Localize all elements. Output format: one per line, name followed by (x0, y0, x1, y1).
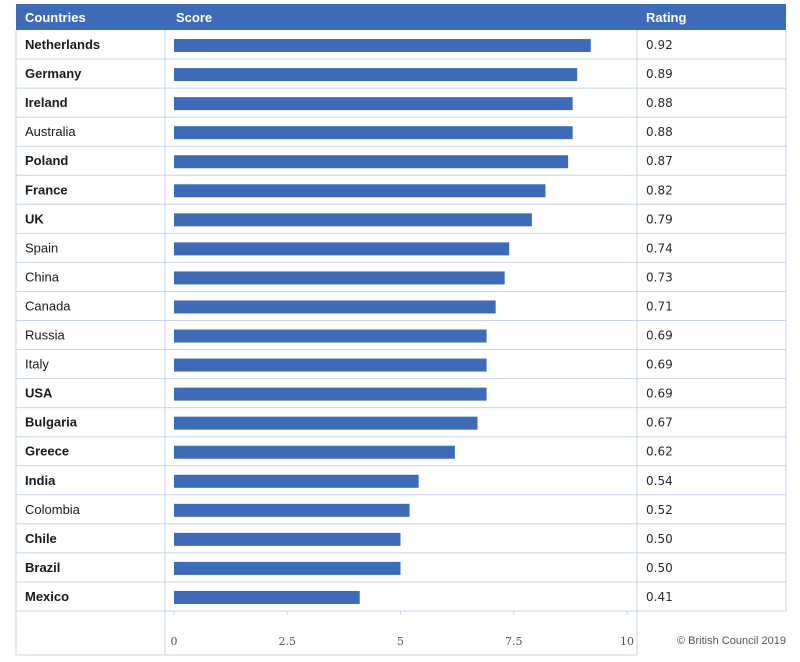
score-bar (174, 474, 419, 488)
rating-value: 0.71 (646, 299, 673, 313)
score-bar (174, 242, 510, 256)
country-label: UK (25, 211, 44, 226)
rating-value: 0.50 (646, 532, 673, 546)
score-bar (174, 358, 487, 372)
country-label: Colombia (25, 502, 81, 517)
table-row: Netherlands 0.92 (25, 37, 673, 53)
country-label: China (25, 269, 60, 284)
rating-value: 0.50 (646, 561, 673, 575)
score-bar (174, 39, 591, 53)
score-bar (174, 68, 578, 82)
table-row: Australia 0.88 (25, 124, 673, 140)
score-bar (174, 126, 573, 140)
score-bar (174, 329, 487, 343)
country-label: Germany (25, 66, 82, 81)
rating-value: 0.73 (646, 270, 673, 284)
rating-value: 0.54 (646, 474, 673, 488)
score-bar (174, 387, 487, 401)
country-label: France (25, 182, 68, 197)
country-label: Brazil (25, 560, 60, 575)
score-bar (174, 590, 360, 604)
table-row: Canada 0.71 (25, 298, 673, 314)
x-tick-label: 10 (620, 635, 634, 648)
country-label: Mexico (25, 589, 69, 604)
source-credit: © British Council 2019 (677, 635, 786, 647)
x-tick-label: 7.5 (505, 635, 523, 648)
score-bar (174, 155, 569, 169)
country-label: USA (25, 386, 53, 401)
rating-value: 0.79 (646, 212, 673, 226)
rating-value: 0.88 (646, 96, 673, 110)
table-row: USA 0.69 (25, 386, 673, 401)
table-row: India 0.54 (25, 473, 673, 488)
table-row: Germany 0.89 (25, 66, 673, 82)
table-row: Brazil 0.50 (25, 560, 673, 575)
score-bar (174, 213, 532, 227)
table-row: Colombia 0.52 (25, 502, 673, 517)
rating-value: 0.89 (646, 67, 673, 81)
country-label: Russia (25, 328, 66, 343)
rating-value: 0.92 (646, 38, 673, 52)
country-label: Italy (25, 357, 49, 372)
rating-value: 0.82 (646, 183, 673, 197)
table-row: Greece 0.62 (25, 444, 673, 459)
score-bar (174, 300, 496, 314)
rating-value: 0.41 (646, 590, 673, 604)
country-label: Bulgaria (25, 415, 78, 430)
header-countries: Countries (25, 10, 86, 25)
table-row: France 0.82 (25, 182, 673, 198)
x-axis-ticks: 0 2.5 5 7.5 10 (171, 611, 634, 648)
table-row: Spain 0.74 (25, 240, 673, 256)
x-tick-label: 0 (171, 635, 178, 648)
score-bar (174, 561, 401, 575)
table-row: UK 0.79 (25, 211, 673, 227)
rating-value: 0.69 (646, 329, 673, 343)
rating-value: 0.74 (646, 241, 673, 255)
table-row: Poland 0.87 (25, 153, 673, 169)
country-label: Chile (25, 531, 57, 546)
header-bar (16, 4, 786, 30)
country-label: India (25, 473, 56, 488)
country-label: Australia (25, 124, 76, 139)
table-row: Italy 0.69 (25, 357, 673, 372)
x-tick-label: 5 (397, 635, 404, 648)
rating-value: 0.62 (646, 445, 673, 459)
score-bar (174, 97, 573, 111)
header-score: Score (176, 10, 212, 25)
country-label: Ireland (25, 95, 68, 110)
score-bar (174, 532, 401, 546)
rating-value: 0.87 (646, 154, 673, 168)
x-tick-label: 2.5 (279, 635, 297, 648)
country-label: Netherlands (25, 37, 100, 52)
country-label: Canada (25, 298, 71, 313)
header-rating: Rating (646, 10, 687, 25)
score-bar (174, 271, 505, 285)
country-label: Poland (25, 153, 68, 168)
table-row: Ireland 0.88 (25, 95, 673, 111)
score-bar (174, 416, 478, 430)
country-label: Greece (25, 444, 69, 459)
table-grid (15, 30, 787, 656)
score-bar (174, 503, 410, 517)
table-row: Mexico 0.41 (25, 589, 673, 604)
country-label: Spain (25, 240, 58, 255)
score-bar (174, 184, 546, 198)
score-bar (174, 445, 455, 459)
table-row: Chile 0.50 (25, 531, 673, 546)
table-row: Russia 0.69 (25, 328, 673, 343)
table-row: Bulgaria 0.67 (25, 415, 673, 430)
rating-value: 0.88 (646, 125, 673, 139)
rating-value: 0.69 (646, 358, 673, 372)
rating-value: 0.69 (646, 387, 673, 401)
table-row: China 0.73 (25, 269, 673, 285)
rating-value: 0.52 (646, 503, 673, 517)
rating-value: 0.67 (646, 416, 673, 430)
